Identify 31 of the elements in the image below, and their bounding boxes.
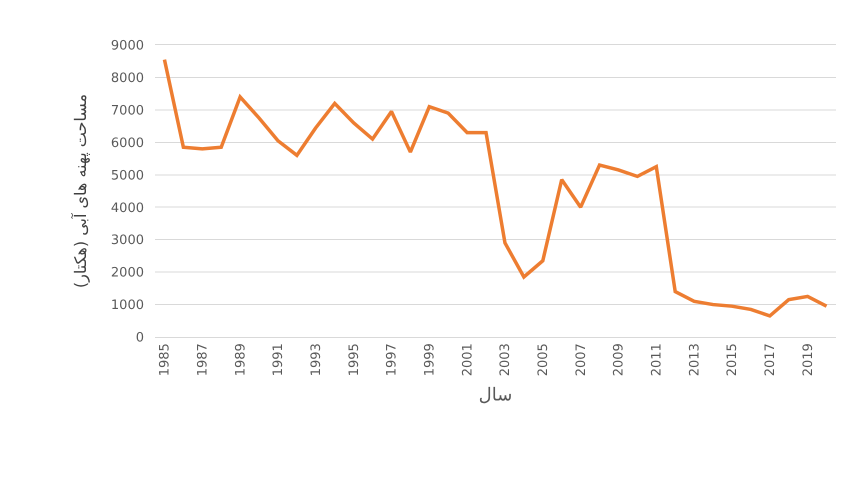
y-tick-label: 6000	[110, 136, 144, 151]
x-tick-label: 1991	[271, 343, 286, 376]
x-axis-title: سال	[478, 384, 512, 406]
y-tick-label: 0	[136, 330, 144, 346]
y-tick-label: 7000	[110, 103, 144, 118]
x-tick-label: 1995	[346, 343, 362, 376]
x-tick-label: 2007	[574, 343, 589, 376]
y-tick-label: 5000	[110, 168, 144, 184]
x-tick-label: 2001	[460, 343, 476, 376]
y-tick-label: 8000	[110, 70, 144, 86]
x-tick-label: 2011	[650, 343, 665, 376]
y-tick-label: 9000	[110, 38, 144, 54]
x-tick-label: 2017	[763, 343, 778, 376]
x-tick-label: 2015	[725, 343, 740, 376]
y-tick-label: 3000	[110, 233, 144, 248]
x-tick-label: 1989	[233, 343, 248, 376]
y-tick-label: 4000	[110, 200, 144, 216]
y-tick-label: 1000	[110, 298, 144, 314]
x-tick-label: 1997	[384, 343, 400, 376]
x-tick-label: 2005	[536, 343, 552, 376]
x-tick-label: 2009	[612, 343, 627, 376]
y-axis-title: مساحت پهنه های آبی (هکتار)	[70, 94, 90, 288]
x-tick-label: 2019	[800, 343, 816, 376]
x-tick-label: 2013	[687, 343, 702, 376]
x-tick-label: 2003	[498, 343, 514, 376]
x-tick-label: 1987	[196, 343, 211, 376]
y-tick-label: 2000	[110, 266, 144, 281]
x-tick-label: 1993	[309, 343, 324, 376]
x-tick-label: 1985	[158, 343, 173, 376]
line-series	[162, 58, 828, 318]
x-tick-label: 1999	[422, 343, 438, 376]
